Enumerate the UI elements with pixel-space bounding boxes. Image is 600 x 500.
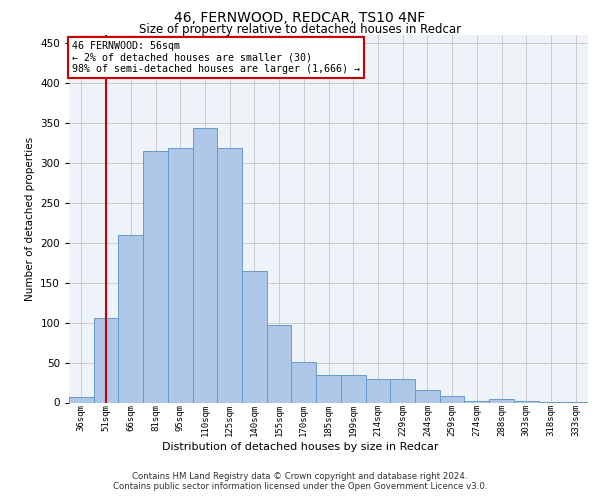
Bar	[242, 270, 267, 402]
Bar	[143, 151, 168, 403]
Text: Contains public sector information licensed under the Open Government Licence v3: Contains public sector information licen…	[113, 482, 487, 491]
Bar	[390, 378, 415, 402]
Text: 46, FERNWOOD, REDCAR, TS10 4NF: 46, FERNWOOD, REDCAR, TS10 4NF	[175, 11, 425, 25]
Bar	[341, 374, 365, 402]
Bar	[464, 401, 489, 402]
Bar	[440, 396, 464, 402]
Bar	[69, 397, 94, 402]
Bar	[292, 362, 316, 403]
Bar	[94, 318, 118, 402]
Bar	[168, 148, 193, 402]
Bar	[514, 401, 539, 402]
Text: Contains HM Land Registry data © Crown copyright and database right 2024.: Contains HM Land Registry data © Crown c…	[132, 472, 468, 481]
Bar	[365, 378, 390, 402]
Text: Size of property relative to detached houses in Redcar: Size of property relative to detached ho…	[139, 22, 461, 36]
Text: Distribution of detached houses by size in Redcar: Distribution of detached houses by size …	[162, 442, 438, 452]
Bar	[217, 148, 242, 402]
Bar	[316, 374, 341, 402]
Y-axis label: Number of detached properties: Number of detached properties	[25, 136, 35, 301]
Bar	[118, 234, 143, 402]
Bar	[267, 325, 292, 402]
Bar	[489, 398, 514, 402]
Bar	[193, 128, 217, 402]
Bar	[415, 390, 440, 402]
Text: 46 FERNWOOD: 56sqm
← 2% of detached houses are smaller (30)
98% of semi-detached: 46 FERNWOOD: 56sqm ← 2% of detached hous…	[71, 40, 359, 74]
